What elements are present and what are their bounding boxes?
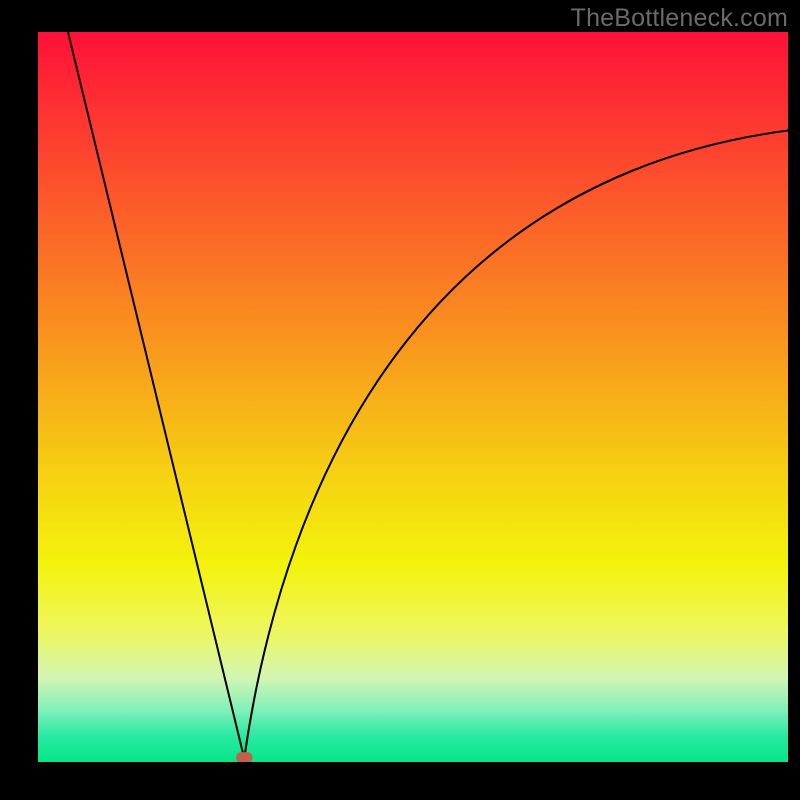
minimum-marker	[236, 752, 253, 762]
plot-background	[38, 32, 788, 762]
chart-frame: TheBottleneck.com	[0, 0, 800, 800]
watermark-text: TheBottleneck.com	[571, 4, 788, 33]
bottleneck-plot	[38, 32, 788, 762]
